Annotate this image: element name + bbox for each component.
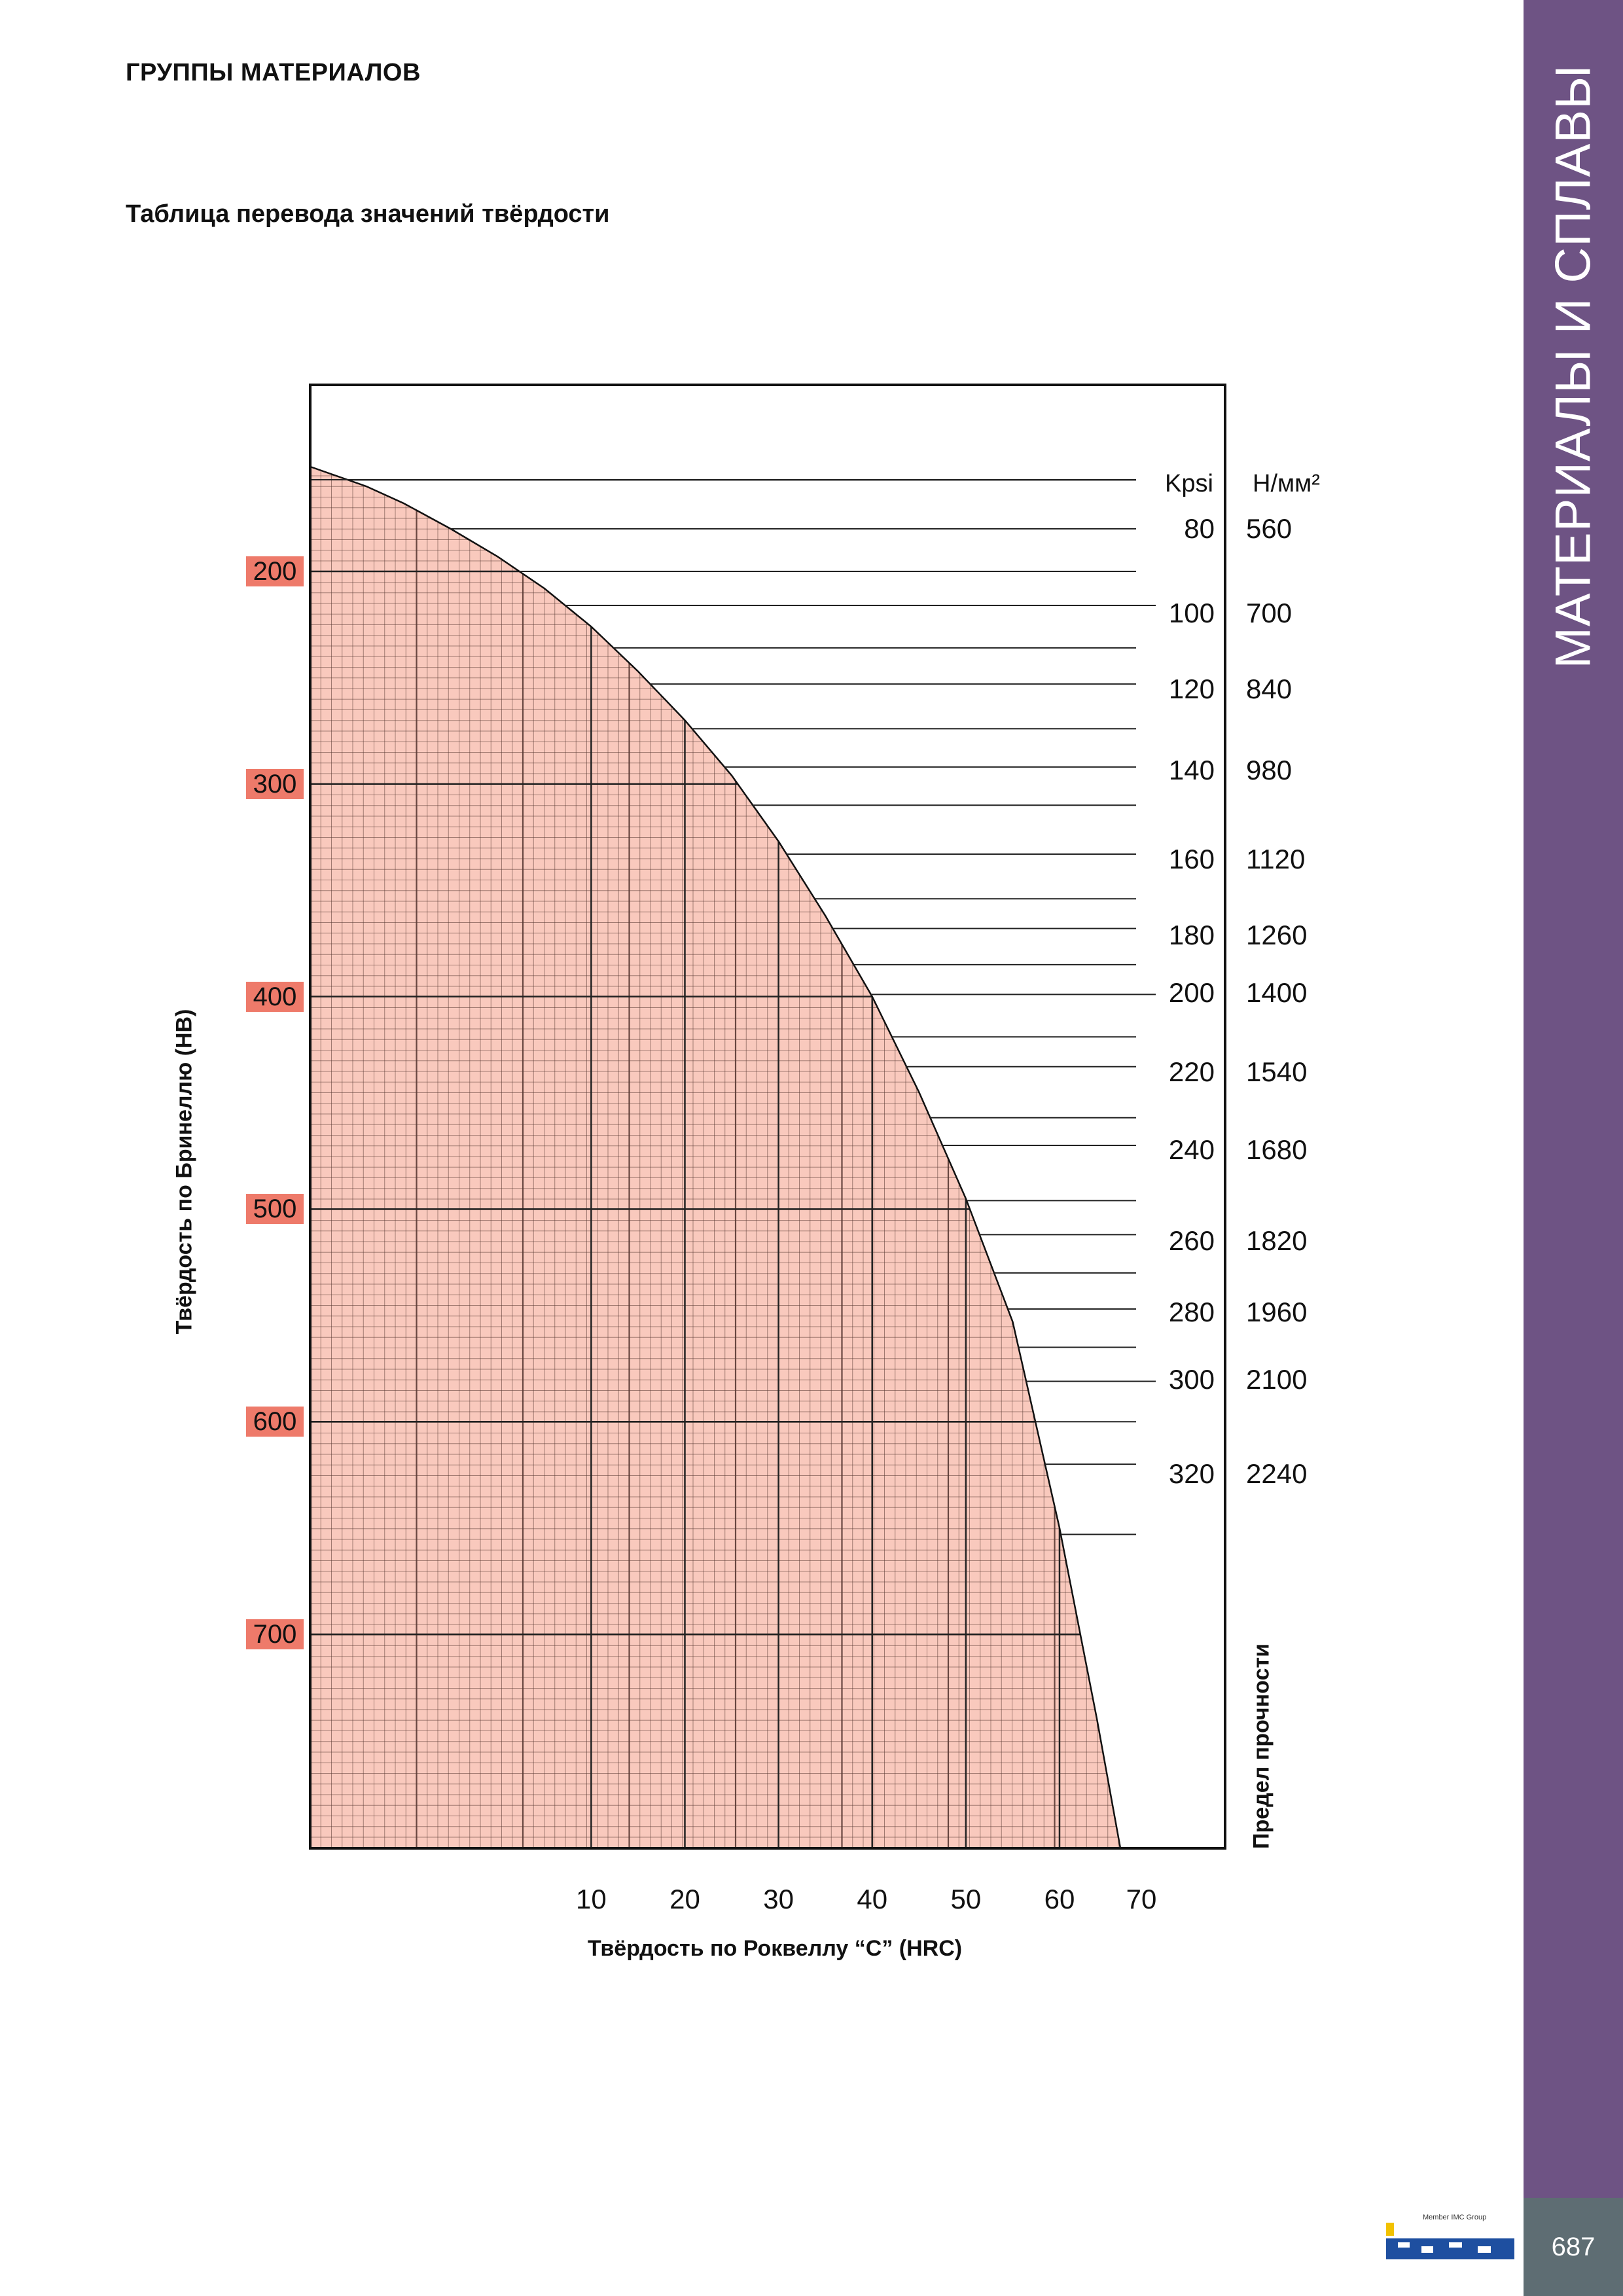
kpsi-value: 120 bbox=[1168, 673, 1215, 705]
section-title: ГРУППЫ МАТЕРИАЛОВ bbox=[126, 59, 421, 86]
logo-member-text: Member IMC Group bbox=[1423, 2214, 1487, 2221]
kpsi-value: 300 bbox=[1168, 1364, 1215, 1395]
side-tab-band bbox=[1524, 0, 1623, 2198]
logo-graphic bbox=[1386, 2223, 1514, 2259]
x-tick-label: 30 bbox=[763, 1884, 794, 1914]
nmm-value: 1540 bbox=[1246, 1056, 1308, 1087]
x-tick-label: 40 bbox=[857, 1884, 888, 1914]
hb-label: 500 bbox=[246, 1194, 304, 1225]
x-tick-label: 70 bbox=[1126, 1884, 1157, 1914]
x-tick-label: 50 bbox=[950, 1884, 982, 1914]
nmm-value: 1120 bbox=[1246, 843, 1306, 874]
nmm-value: 2100 bbox=[1246, 1364, 1308, 1395]
kpsi-header: Kpsi bbox=[1165, 470, 1213, 497]
kpsi-value: 220 bbox=[1168, 1056, 1215, 1087]
hardness-area bbox=[310, 467, 1120, 1848]
nmm-value: 1680 bbox=[1246, 1134, 1308, 1165]
nmm-value: 560 bbox=[1246, 513, 1293, 545]
x-tick-label: 10 bbox=[576, 1884, 607, 1914]
chart-frame bbox=[309, 384, 1226, 1850]
nmm-value: 840 bbox=[1246, 673, 1293, 705]
kpsi-value: 320 bbox=[1168, 1458, 1215, 1490]
kpsi-value: 160 bbox=[1168, 843, 1215, 874]
nmm-value: 700 bbox=[1246, 597, 1293, 628]
nmm-value: 1260 bbox=[1246, 919, 1308, 950]
nmm-value: 1960 bbox=[1246, 1297, 1308, 1328]
hb-label: 400 bbox=[246, 981, 304, 1012]
kpsi-value: 260 bbox=[1168, 1225, 1215, 1257]
nmm-value: 1820 bbox=[1246, 1225, 1308, 1257]
x-axis-title: Твёрдость по Роквеллу “C” (HRC) bbox=[587, 1936, 963, 1961]
nmm-value: 1400 bbox=[1246, 977, 1308, 1009]
nmm-header: Н/мм² bbox=[1253, 470, 1320, 497]
kpsi-value: 80 bbox=[1184, 513, 1215, 545]
kpsi-value: 100 bbox=[1168, 597, 1215, 628]
kpsi-value: 140 bbox=[1168, 754, 1215, 785]
tensile-axis-title: Предел прочности bbox=[1249, 1643, 1274, 1849]
hb-label: 300 bbox=[246, 768, 304, 799]
kpsi-value: 180 bbox=[1168, 919, 1215, 950]
kpsi-value: 240 bbox=[1168, 1134, 1215, 1165]
kpsi-value: 200 bbox=[1168, 977, 1215, 1009]
x-tick-label: 60 bbox=[1044, 1884, 1075, 1914]
chart-title: Таблица перевода значений твёрдости bbox=[126, 200, 610, 228]
y-axis-title: Твёрдость по Бринеллю (HB) bbox=[171, 1009, 197, 1335]
isCar-logo: Member IMC Group bbox=[1386, 2212, 1517, 2265]
x-tick-label: 20 bbox=[669, 1884, 700, 1914]
kpsi-value: 280 bbox=[1168, 1297, 1215, 1328]
hb-label: 200 bbox=[246, 556, 304, 586]
nmm-value: 980 bbox=[1246, 754, 1293, 785]
hb-label: 600 bbox=[246, 1407, 304, 1437]
nmm-value: 2240 bbox=[1246, 1458, 1308, 1490]
page-number: 687 bbox=[1524, 2198, 1623, 2296]
hb-label: 700 bbox=[246, 1619, 304, 1649]
